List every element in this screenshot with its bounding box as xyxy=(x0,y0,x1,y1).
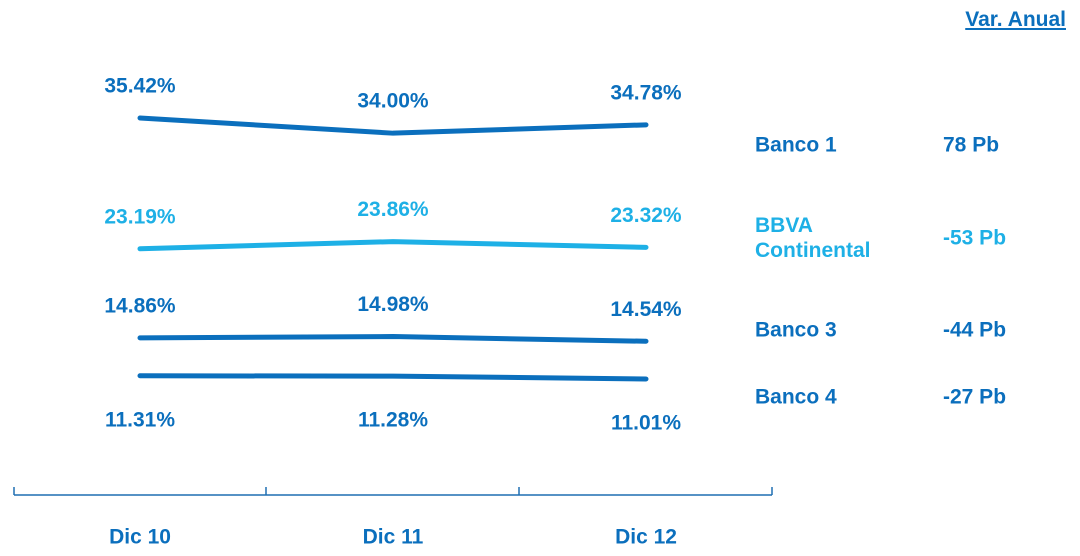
annual-change: -44 Pb xyxy=(943,318,1007,342)
value-label: 23.32% xyxy=(610,204,682,227)
annual-change: -53 Pb xyxy=(943,226,1007,250)
change-header: Var. Anual xyxy=(965,8,1066,31)
legend-label: Banco 4 xyxy=(755,385,837,409)
value-label: 23.86% xyxy=(357,198,429,221)
series-line xyxy=(137,373,649,382)
value-label: 34.78% xyxy=(610,81,682,104)
legend-label: Banco 1 xyxy=(755,133,837,157)
value-label: 11.31% xyxy=(105,408,175,431)
value-label: 11.01% xyxy=(611,412,681,435)
x-tick-label: Dic 12 xyxy=(615,526,677,549)
value-label: 14.86% xyxy=(104,294,176,317)
annual-change: 78 Pb xyxy=(943,133,1000,157)
series-line xyxy=(137,115,649,136)
value-label: 35.42% xyxy=(104,75,176,98)
series-line xyxy=(137,239,649,252)
legend-label: BBVA Continental xyxy=(755,214,871,262)
value-label: 11.28% xyxy=(358,409,428,432)
series-line xyxy=(137,334,649,344)
annual-change: -27 Pb xyxy=(943,385,1007,409)
value-label: 14.54% xyxy=(610,298,682,321)
value-label: 34.00% xyxy=(357,90,429,113)
value-label: 14.98% xyxy=(357,293,429,316)
x-tick-label: Dic 11 xyxy=(363,526,424,549)
legend-label: Banco 3 xyxy=(755,318,837,342)
x-axis xyxy=(13,487,773,496)
x-tick-label: Dic 10 xyxy=(109,526,171,549)
value-label: 23.19% xyxy=(104,205,176,228)
